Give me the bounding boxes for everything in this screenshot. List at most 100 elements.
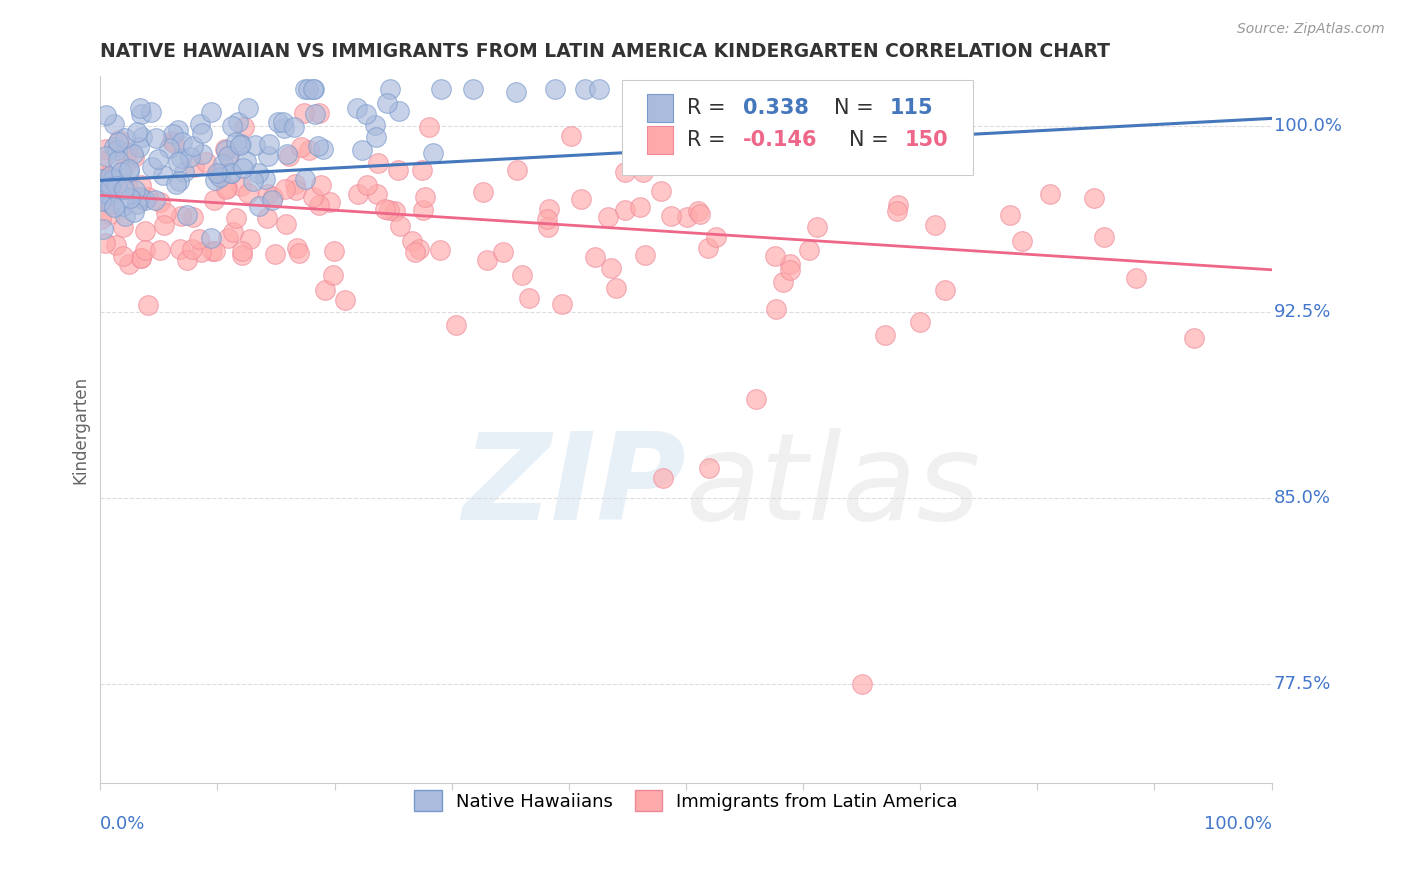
Point (271, 115, 294, 129)
Point (91, 169, 114, 184)
Point (170, 209, 193, 223)
Point (114, 131, 136, 145)
Text: 100.0%: 100.0% (1274, 117, 1341, 135)
Point (631, 165, 654, 179)
Point (208, 170, 231, 185)
Point (375, 95, 398, 110)
Point (141, 160, 163, 174)
Point (354, 107, 377, 121)
Point (659, 209, 682, 223)
FancyBboxPatch shape (621, 79, 973, 175)
Point (288, 245, 311, 260)
Point (98, 207, 121, 221)
Text: R =: R = (688, 98, 733, 118)
Point (232, 161, 254, 176)
Point (170, 151, 193, 165)
Point (235, 153, 257, 168)
Point (157, 141, 180, 155)
Point (179, 150, 201, 164)
Text: N =: N = (849, 130, 896, 150)
Point (267, 115, 290, 129)
Point (215, 182, 238, 196)
Point (221, 119, 243, 133)
Point (264, 247, 287, 261)
Point (492, 245, 515, 260)
Point (388, 219, 411, 233)
Point (131, 107, 153, 121)
Point (247, 166, 270, 180)
Text: 0.0%: 0.0% (100, 815, 146, 833)
Point (188, 231, 211, 245)
Point (96, 186, 118, 201)
Point (689, 207, 711, 221)
Point (118, 162, 141, 177)
Point (128, 140, 150, 154)
Point (141, 104, 163, 119)
Point (574, 81, 596, 95)
Point (256, 149, 278, 163)
FancyBboxPatch shape (647, 94, 673, 122)
Point (699, 461, 721, 475)
Point (90, 193, 112, 207)
Point (634, 248, 657, 262)
Point (136, 190, 159, 204)
Point (505, 85, 527, 99)
Point (134, 224, 156, 238)
Point (117, 164, 139, 178)
Point (190, 244, 212, 259)
Point (538, 202, 561, 217)
Point (191, 126, 214, 140)
Point (314, 284, 336, 298)
Text: 85.0%: 85.0% (1274, 489, 1331, 507)
Point (114, 210, 136, 224)
Point (651, 471, 673, 485)
Point (388, 103, 411, 118)
Point (225, 211, 247, 225)
Point (226, 114, 249, 128)
Point (367, 155, 389, 169)
Point (292, 106, 315, 120)
Point (105, 179, 128, 194)
Point (218, 148, 240, 162)
Point (650, 184, 672, 198)
Text: R =: R = (688, 130, 733, 150)
Point (212, 157, 235, 171)
Point (308, 198, 330, 212)
Point (378, 81, 401, 95)
Point (356, 178, 378, 192)
Point (772, 276, 794, 290)
Point (851, 677, 873, 691)
Point (284, 177, 307, 191)
Point (886, 204, 908, 219)
Point (221, 166, 243, 180)
Point (875, 328, 897, 343)
Point (176, 208, 198, 222)
Point (201, 244, 224, 259)
Point (418, 120, 440, 134)
Point (101, 170, 124, 185)
Text: atlas: atlas (686, 428, 981, 545)
Point (763, 249, 786, 263)
Point (257, 137, 280, 152)
Point (129, 190, 152, 204)
Point (207, 168, 229, 182)
Point (1182, 331, 1205, 345)
Point (290, 140, 312, 154)
Point (222, 225, 245, 239)
Text: 77.5%: 77.5% (1274, 675, 1331, 693)
Point (312, 142, 335, 156)
Point (1083, 191, 1105, 205)
Point (413, 190, 436, 204)
Point (200, 230, 222, 244)
Point (205, 166, 228, 180)
Point (1039, 187, 1062, 202)
Point (1125, 270, 1147, 285)
Point (262, 190, 284, 204)
Point (129, 178, 152, 192)
Point (162, 134, 184, 148)
Point (148, 152, 170, 166)
Point (404, 244, 426, 259)
Point (90, 194, 112, 208)
Point (233, 120, 256, 134)
Point (284, 183, 307, 197)
